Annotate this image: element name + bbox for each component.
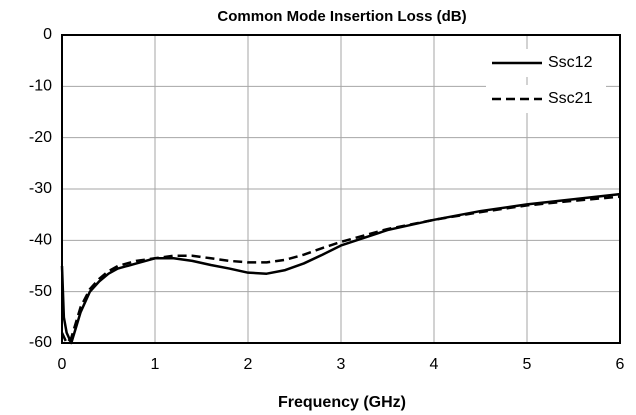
x-tick-label: 5 xyxy=(523,356,532,373)
x-axis-label: Frequency (GHz) xyxy=(278,394,406,411)
y-tick-label: -50 xyxy=(29,283,52,300)
y-tick-label: -30 xyxy=(29,180,52,197)
plot-frame xyxy=(61,34,621,344)
y-tick-label: -60 xyxy=(29,334,52,351)
x-tick-label: 4 xyxy=(430,356,439,373)
legend-label: Ssc21 xyxy=(548,90,593,107)
x-tick-label: 3 xyxy=(337,356,346,373)
x-tick-label: 0 xyxy=(58,356,67,373)
y-tick-label: 0 xyxy=(43,26,52,43)
chart-title: Common Mode Insertion Loss (dB) xyxy=(217,8,466,25)
x-tick-label: 6 xyxy=(616,356,625,373)
legend-label: Ssc12 xyxy=(548,54,593,71)
x-tick-label: 2 xyxy=(244,356,253,373)
x-tick-label: 1 xyxy=(151,356,160,373)
y-tick-label: -20 xyxy=(29,129,52,146)
y-tick-label: -40 xyxy=(29,232,52,249)
line-series xyxy=(60,195,621,345)
y-tick-label: -10 xyxy=(29,78,52,95)
